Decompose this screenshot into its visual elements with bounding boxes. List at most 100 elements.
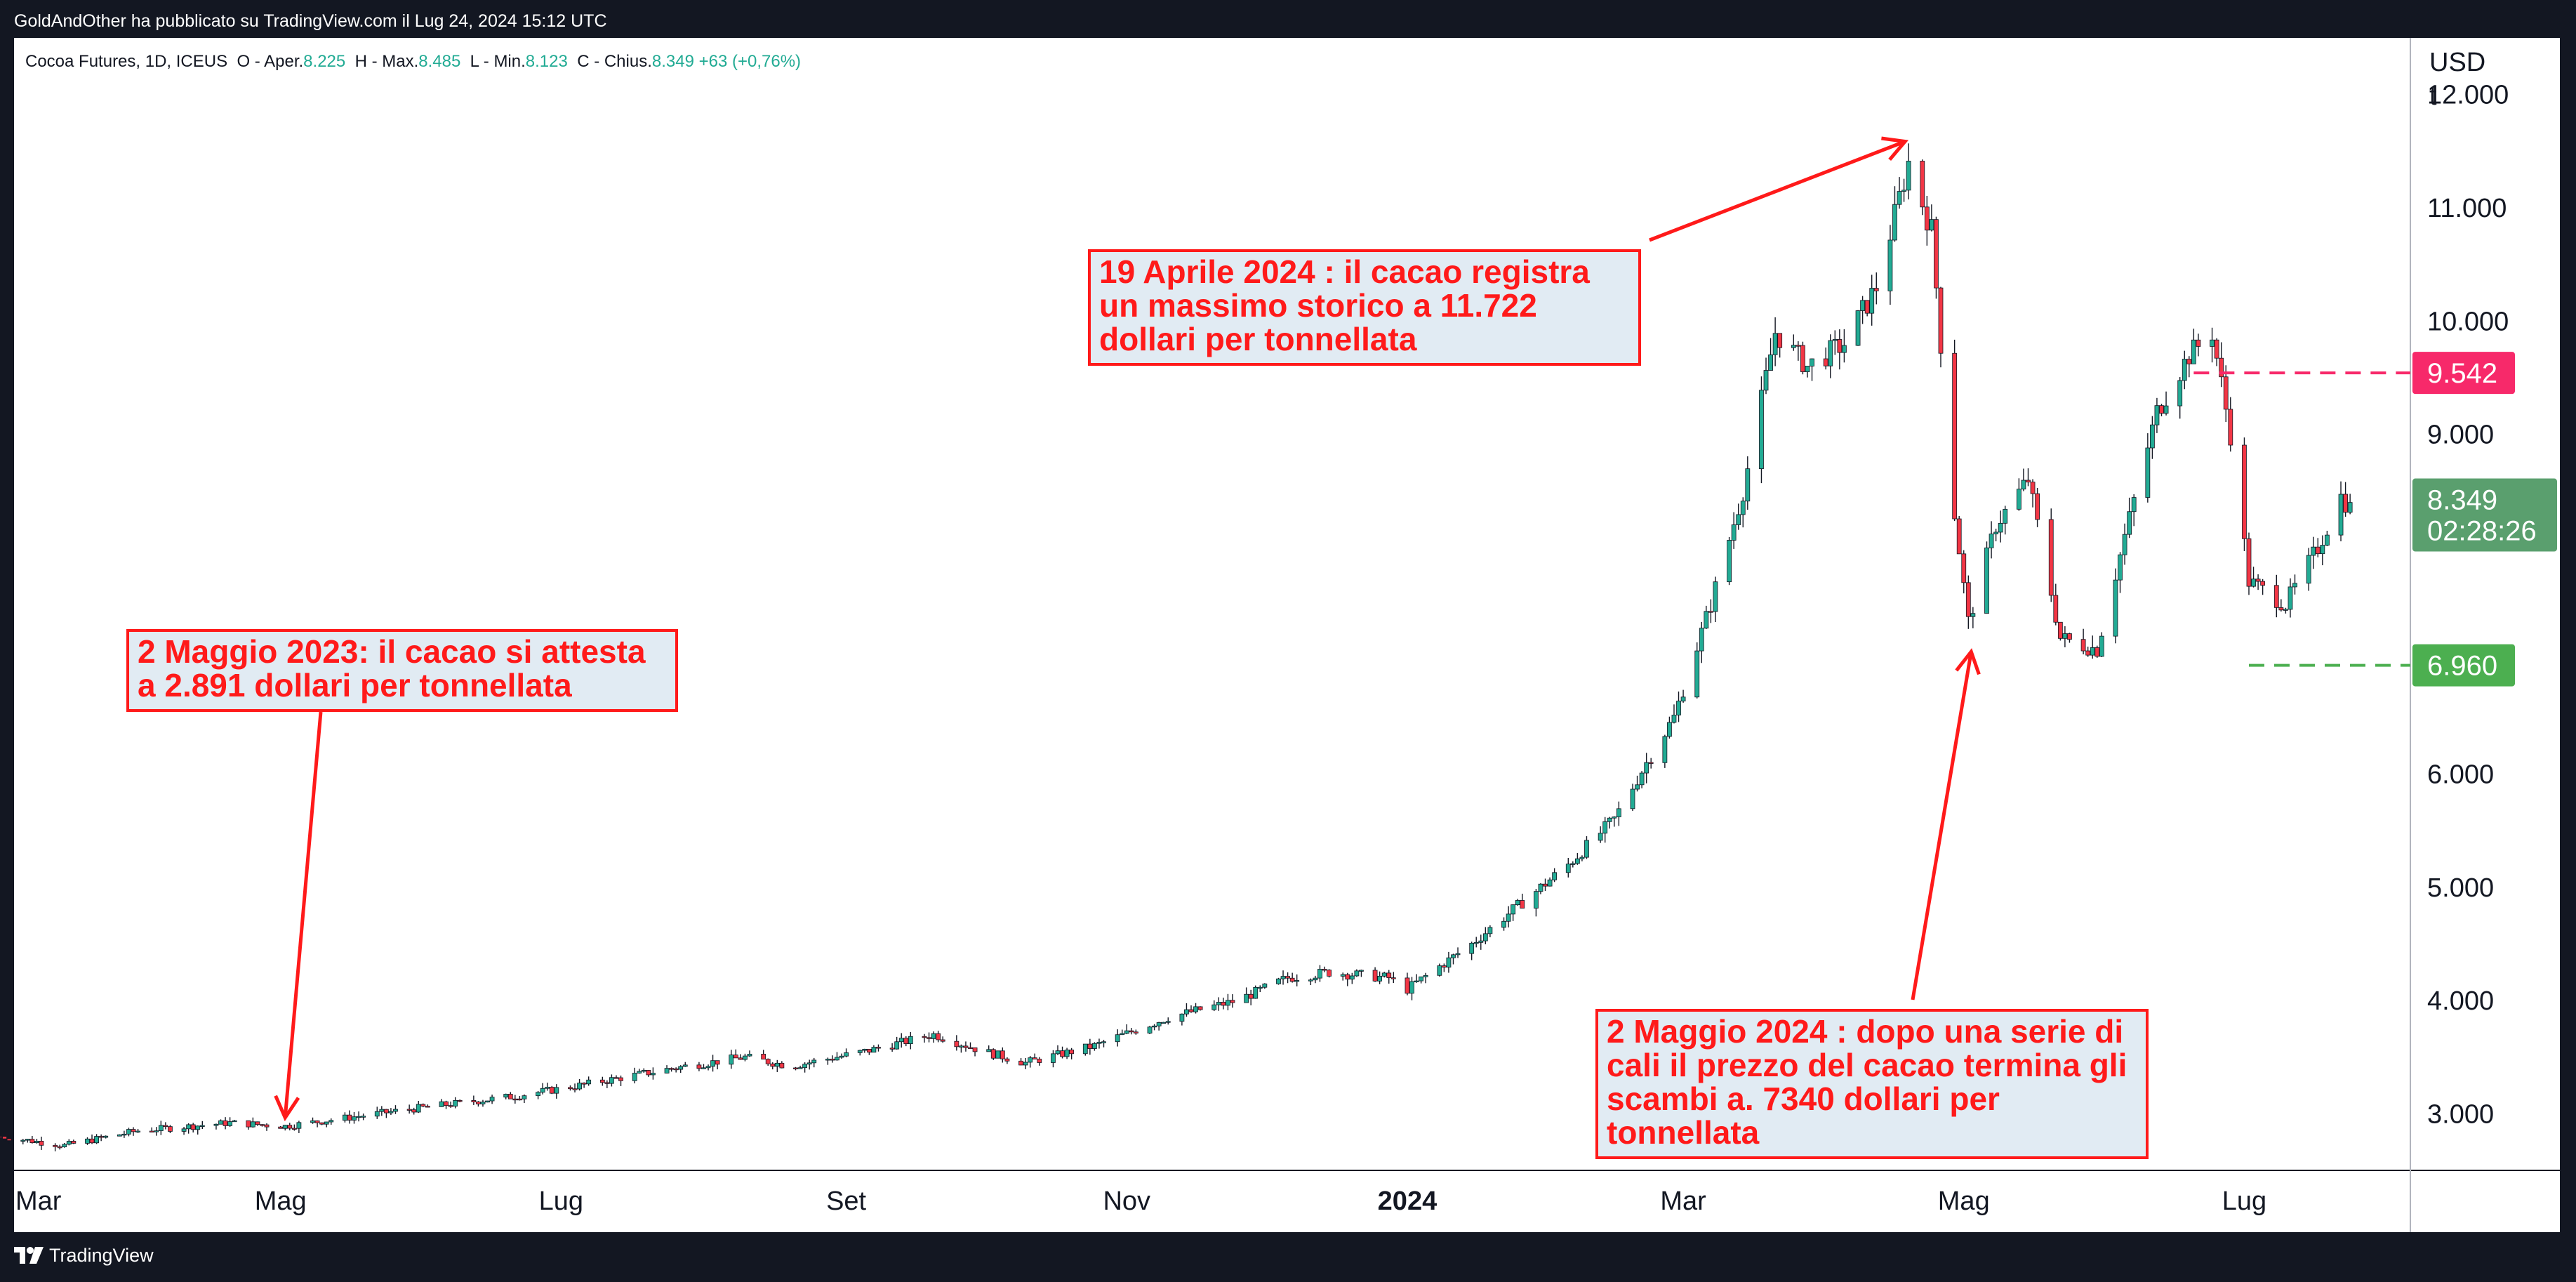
candle-body [199, 1125, 205, 1127]
candle-body [972, 1047, 978, 1052]
candle-body [1372, 970, 1378, 982]
candle-body [774, 1062, 780, 1067]
candle-body [770, 1063, 776, 1067]
annotation-may-2023[interactable]: 2 Maggio 2023: il cacao si attesta a 2.8… [126, 629, 678, 712]
annotation-may-2024[interactable]: 2 Maggio 2024 : dopo una serie di cali i… [1595, 1009, 2149, 1159]
candle-body [1828, 340, 1833, 366]
candle-body [2320, 545, 2325, 555]
x-tick-label: Mar [15, 1187, 62, 1216]
legend-high-label: H - Max. [354, 52, 419, 71]
candle-body [2228, 409, 2233, 446]
candle-body [2191, 339, 2196, 364]
candle-body [1938, 287, 1944, 354]
candle-body [2278, 607, 2284, 611]
current-price-tag: 8.349 [2427, 485, 2497, 516]
candle-body [1469, 942, 1475, 954]
candle-body [1221, 1002, 1226, 1006]
candle-body [39, 1140, 44, 1146]
candle-body [1115, 1034, 1120, 1043]
candle-body [2094, 647, 2100, 657]
candle-body [2251, 579, 2256, 587]
candle-body [954, 1040, 960, 1048]
candle-body [85, 1138, 90, 1144]
price-axis[interactable] [2410, 38, 2560, 1170]
candle-body [738, 1057, 743, 1060]
candle-body [2283, 609, 2288, 611]
annotation-apr-2024-high[interactable]: 19 Aprile 2024 : il cacao registra un ma… [1088, 249, 1641, 366]
candle-body [990, 1049, 996, 1059]
arrow-apr-2024 [1649, 140, 1906, 242]
candle-body [1699, 628, 1704, 652]
y-tick-label: 5.000 [2427, 873, 2494, 903]
candle-body [181, 1128, 187, 1132]
candle-body [2021, 480, 2026, 490]
candle-body [2210, 339, 2215, 347]
candle-body [158, 1125, 164, 1132]
candle-body [2315, 546, 2321, 555]
legend-low-label: L - Min. [470, 52, 526, 71]
candle-body [2347, 502, 2353, 513]
candle-body [1473, 941, 1479, 944]
candle-body [1226, 1000, 1230, 1006]
candle-body [1648, 762, 1654, 764]
candle-body [20, 1139, 26, 1142]
candle-body [121, 1133, 127, 1136]
candle-body [314, 1120, 320, 1123]
candle-body [383, 1109, 389, 1114]
candle-body [889, 1048, 895, 1050]
candle-body [1832, 339, 1838, 341]
candle-body [2090, 647, 2095, 656]
candle-body [1644, 762, 1649, 774]
candle-body [278, 1126, 284, 1129]
candle-body [1423, 974, 1428, 977]
candle-body [1253, 986, 1259, 999]
candle-body [669, 1068, 675, 1070]
candle-body [406, 1109, 412, 1111]
candle-body [98, 1136, 104, 1138]
candle-body [1970, 613, 1976, 617]
candle-body [2062, 633, 2068, 639]
candle-body [609, 1077, 614, 1084]
candle-body [830, 1059, 835, 1061]
candle-body [1313, 977, 1318, 981]
candle-body [471, 1099, 477, 1102]
candle-body [2311, 546, 2316, 556]
candle-body [1570, 863, 1576, 865]
candle-body [2099, 635, 2104, 657]
legend-low-value: 8.123 [525, 52, 568, 71]
candle-body [1800, 345, 1805, 372]
candle-body [1805, 366, 1810, 372]
candle-body [218, 1120, 223, 1125]
time-axis[interactable] [14, 1170, 2560, 1232]
candle-body [1414, 980, 1419, 982]
candle-body [613, 1077, 619, 1079]
candle-body [1211, 1004, 1217, 1010]
candle-body [2177, 380, 2183, 407]
legend-close-label: C - Chius. [577, 52, 652, 71]
candle-body [1230, 1000, 1235, 1003]
candle-body [1482, 933, 1488, 941]
candle-body [2214, 339, 2219, 359]
candle-body [931, 1033, 936, 1039]
candle-body [958, 1045, 964, 1048]
candle-body [581, 1083, 587, 1085]
candle-body [1667, 722, 1672, 737]
candle-body [213, 1123, 219, 1126]
tradingview-logo[interactable]: TradingView [14, 1243, 154, 1267]
candle-body [1612, 817, 1617, 819]
candle-body [328, 1120, 334, 1123]
candle-body [1520, 900, 1525, 909]
candle-body [664, 1068, 670, 1073]
candle-body [53, 1144, 58, 1147]
candle-body [103, 1135, 109, 1138]
candle-body [1294, 980, 1300, 982]
y-tick-label: 6.000 [2427, 760, 2494, 789]
candle-body [678, 1066, 684, 1070]
candle-body [806, 1062, 812, 1065]
candle-body [379, 1109, 385, 1112]
candle-body [876, 1047, 881, 1049]
candle-body [1671, 715, 1677, 723]
candle-body [1662, 736, 1668, 763]
